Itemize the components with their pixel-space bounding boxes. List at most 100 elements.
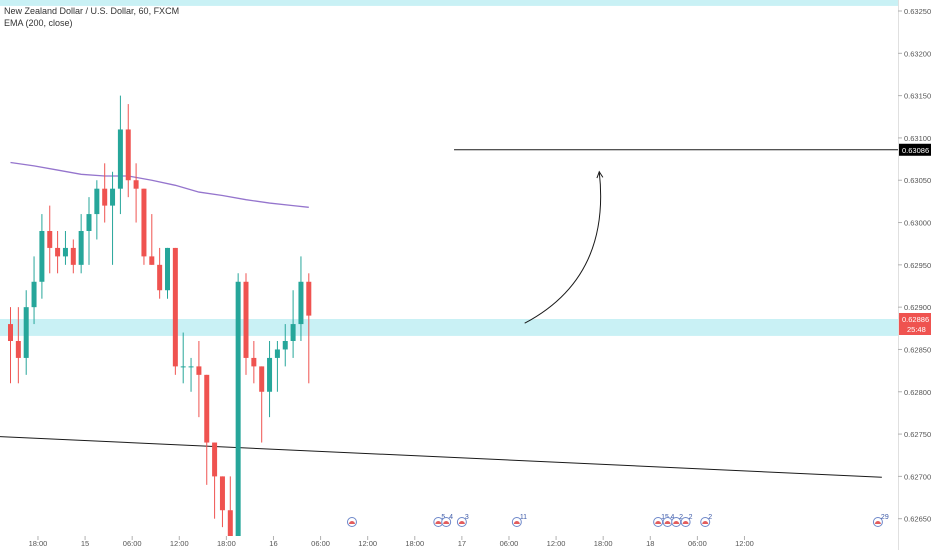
price-tick-label: 0.62850 (904, 345, 931, 354)
ema-layer (10, 161, 309, 208)
highlight-zones-layer (0, 0, 898, 336)
candle-body (133, 180, 139, 189)
event-count-label: 11 (520, 514, 527, 521)
highlight-zone-0 (0, 0, 898, 6)
time-tick-label: 06:00 (123, 539, 142, 548)
candle-body (165, 247, 170, 291)
time-tick-label: 18:00 (594, 539, 613, 548)
price-tick-label: 0.62900 (904, 303, 931, 312)
ema-legend-label[interactable]: EMA (200, close) (4, 18, 73, 28)
price-tick-label: 0.62700 (904, 472, 931, 481)
price-tick-label: 0.63000 (904, 219, 931, 228)
candle-body (62, 247, 68, 257)
event-flag-icon (443, 521, 450, 524)
price-tick-label: 0.62800 (904, 388, 931, 397)
event-flag-icon (664, 521, 671, 524)
arrow-head (596, 170, 604, 179)
event-flag-icon (513, 521, 520, 524)
arrow-curve (524, 171, 602, 324)
candle-body (78, 231, 84, 265)
candles-layer (8, 95, 312, 553)
candle-body (180, 366, 186, 368)
chart-legend: New Zealand Dollar / U.S. Dollar, 60, FX… (4, 5, 179, 29)
time-tick-label: 12:00 (358, 539, 377, 548)
candle-body (243, 281, 249, 358)
event-flag-icon (458, 521, 465, 524)
candle-body (55, 247, 61, 257)
price-tick-label: 0.63050 (904, 176, 931, 185)
highlight-zone-1 (0, 319, 898, 336)
candle-body (149, 256, 155, 265)
candle-body (86, 214, 92, 231)
candle-body (290, 324, 296, 341)
time-tick-label: 12:00 (735, 539, 754, 548)
price-tick-label: 0.63100 (904, 134, 931, 143)
time-tick-label: 18:00 (405, 539, 424, 548)
time-tick-label: 06:00 (311, 539, 330, 548)
time-tick-label: 18 (646, 539, 654, 548)
event-count-label: 2 (679, 514, 683, 521)
event-flag-icon (702, 521, 709, 524)
candle-body (94, 188, 100, 215)
candle-body (102, 188, 108, 206)
horizontal-line-price-label: 0.63086 (902, 146, 929, 155)
candle-body (31, 281, 37, 308)
event-count-label: 3 (465, 514, 469, 521)
horizontal-line-price-tag (899, 143, 931, 156)
time-tick-label: 06:00 (500, 539, 519, 548)
candle-body (267, 357, 273, 392)
event-count-label: 4 (449, 514, 453, 521)
time-tick-label: 12:00 (170, 539, 189, 548)
time-tick-label: 18:00 (217, 539, 236, 548)
candle-body (47, 231, 53, 248)
candle-body (125, 129, 131, 181)
time-axis[interactable]: 18:00 15 06:00 12:00 18:00 16 06:00 12:00 18:00 1… (0, 536, 898, 550)
candle-body (251, 357, 257, 367)
candle-body (157, 264, 163, 291)
event-flag-icon (655, 521, 662, 524)
event-count-label: 29 (881, 514, 889, 521)
candle-body (23, 307, 29, 358)
symbol-title[interactable]: New Zealand Dollar / U.S. Dollar, 60, FX… (4, 6, 180, 16)
candle-body (298, 281, 304, 325)
event-markers-layer: 5 4 3 11 15 4 2 2 2 29 (346, 514, 889, 527)
time-tick-label: 12:00 (547, 539, 566, 548)
candle-body (227, 510, 233, 545)
event-flag-icon (682, 521, 689, 524)
price-axis-background (898, 0, 932, 550)
candle-body (141, 188, 147, 257)
candle-body (282, 341, 288, 350)
candle-body (70, 247, 76, 265)
price-tick-label: 0.63150 (904, 92, 931, 101)
price-tick-label: 0.62950 (904, 261, 931, 270)
candle-body (15, 341, 21, 358)
candle-body (196, 366, 202, 375)
candle-body (204, 374, 210, 443)
candle-body (274, 349, 280, 358)
candle-body (235, 281, 241, 545)
time-tick-label: 18:00 (29, 539, 48, 548)
candle-body (8, 324, 13, 341)
event-flag-icon (874, 521, 881, 524)
time-tick-label: 17 (458, 539, 466, 548)
event-count-label: 5 (441, 514, 445, 521)
time-tick-label: 15 (81, 539, 89, 548)
candle-body (110, 188, 116, 206)
drawings-layer (0, 149, 898, 478)
event-count-label: 2 (689, 514, 693, 521)
event-count-label: 2 (708, 514, 712, 521)
price-tick-label: 0.63200 (904, 49, 931, 58)
candle-body (172, 247, 178, 367)
candle-body (39, 231, 45, 282)
candle-body (188, 366, 194, 368)
price-axis[interactable]: 0.632500.632000.631500.631000.630500.630… (898, 0, 932, 550)
time-tick-label: 16 (269, 539, 277, 548)
candle-body (212, 442, 218, 477)
time-axis-background (0, 536, 898, 550)
price-tick-label: 0.62650 (904, 515, 931, 524)
candle-body (306, 281, 312, 316)
event-flag-icon (348, 521, 355, 524)
